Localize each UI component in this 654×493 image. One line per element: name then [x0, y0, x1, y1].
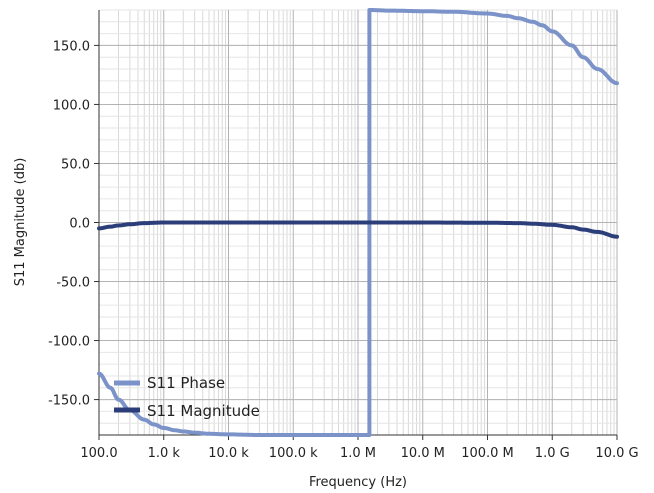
x-axis-title: Frequency (Hz) [309, 475, 407, 490]
legend-label-magnitude: S11 Magnitude [147, 402, 260, 420]
series-layer [97, 8, 619, 437]
tick-labels: 100.0 1.0 k 10.0 k 100.0 k 1.0 M 10.0 M 100.0 … [48, 39, 639, 461]
y-tick-label: 150.0 [53, 39, 90, 54]
x-tick-label: 100.0 [80, 446, 117, 461]
series-line-s11-phase [97, 8, 619, 437]
x-tick-label: 1.0 G [535, 446, 570, 461]
x-tick-label: 10.0 G [595, 446, 638, 461]
x-tick-label: 100.0 k [269, 446, 318, 461]
series-line-s11-magnitude [97, 220, 619, 239]
y-tick-label: -50.0 [56, 276, 90, 291]
x-tick-label: 10.0 k [208, 446, 249, 461]
x-tick-label: 100.0 M [461, 446, 514, 461]
x-tick-label: 1.0 M [340, 446, 376, 461]
legend-label-phase: S11 Phase [147, 374, 225, 392]
y-axis-title: S11 Magnitude (db) [13, 158, 28, 287]
y-tick-label: -150.0 [48, 394, 90, 409]
y-tick-label: 0.0 [69, 217, 90, 232]
x-tick-label: 10.0 M [401, 446, 445, 461]
legend: S11 Phase S11 Magnitude [114, 374, 260, 420]
x-tick-label: 1.0 k [148, 446, 181, 461]
y-tick-label: -100.0 [48, 335, 90, 350]
y-tick-label: 50.0 [61, 157, 90, 172]
y-tick-label: 100.0 [53, 98, 90, 113]
